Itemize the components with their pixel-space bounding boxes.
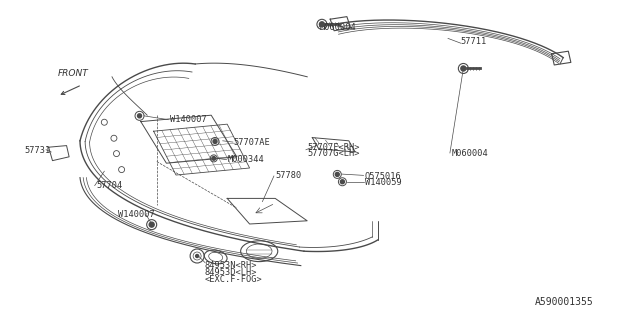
Text: M060004: M060004: [451, 149, 488, 158]
Circle shape: [213, 140, 217, 143]
Text: A590001355: A590001355: [534, 297, 593, 308]
Text: 57780: 57780: [275, 172, 301, 180]
Text: W140007: W140007: [170, 116, 206, 124]
Circle shape: [335, 172, 339, 176]
Circle shape: [212, 156, 216, 160]
Text: Q575016: Q575016: [365, 172, 401, 180]
Text: 57711: 57711: [461, 37, 487, 46]
Text: 57731: 57731: [24, 146, 51, 155]
Circle shape: [138, 114, 141, 118]
Text: W140007: W140007: [118, 210, 155, 219]
Text: 57704: 57704: [96, 181, 122, 190]
Circle shape: [196, 254, 198, 258]
Circle shape: [319, 22, 324, 27]
Text: 84953D<LH>: 84953D<LH>: [205, 268, 257, 277]
Text: 57707F<RH>: 57707F<RH>: [307, 143, 360, 152]
Text: 84953N<RH>: 84953N<RH>: [205, 261, 257, 270]
Text: 57707G<LH>: 57707G<LH>: [307, 149, 360, 158]
Text: 57707AE: 57707AE: [234, 138, 270, 147]
Circle shape: [340, 180, 344, 184]
Text: FRONT: FRONT: [58, 69, 89, 78]
Text: W140059: W140059: [365, 178, 401, 187]
Circle shape: [461, 66, 466, 71]
Text: M000344: M000344: [227, 156, 264, 164]
Circle shape: [149, 222, 154, 227]
Text: <EXC.F-FOG>: <EXC.F-FOG>: [205, 275, 262, 284]
Text: M060004: M060004: [320, 23, 356, 32]
